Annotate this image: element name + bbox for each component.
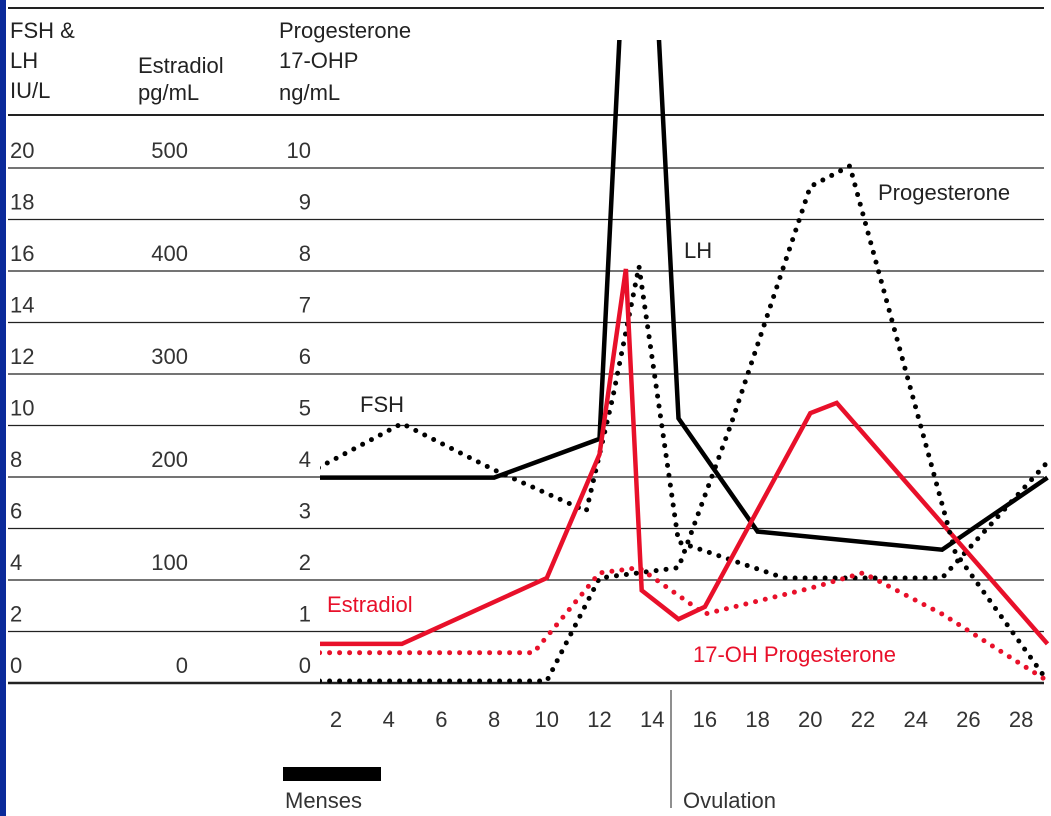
- header-progesterone-line-2: 17-OHP: [279, 48, 358, 73]
- header-progesterone: Progesterone 17-OHP ng/mL: [279, 18, 411, 105]
- series-lines: [320, 40, 1050, 684]
- y-tick-progesterone: 8: [299, 241, 311, 266]
- series-lh-line: [320, 40, 1049, 553]
- y-tick-fsh-lh: 8: [10, 447, 22, 472]
- y-tick-fsh-lh: 16: [10, 241, 34, 266]
- y-tick-fsh-lh: 12: [10, 344, 34, 369]
- x-tick: 6: [435, 707, 447, 732]
- y-tick-labels: 0 0 02 14 100 26 38 200 410 512 300 614 716 400 818 920…: [10, 138, 311, 678]
- y-tick-fsh-lh: 6: [10, 499, 22, 524]
- x-tick: 20: [798, 707, 822, 732]
- series-17-oh-progesterone-line: [320, 565, 1050, 684]
- x-tick: 4: [383, 707, 395, 732]
- y-tick-progesterone: 7: [299, 293, 311, 318]
- y-tick-estradiol: 500: [151, 138, 188, 163]
- x-tick: 10: [535, 707, 559, 732]
- x-tick: 14: [640, 707, 664, 732]
- progesterone-label: Progesterone: [878, 180, 1010, 205]
- x-tick: 16: [693, 707, 717, 732]
- x-tick: 18: [745, 707, 769, 732]
- estradiol-label: Estradiol: [327, 592, 413, 617]
- header-estradiol-line-1: Estradiol: [138, 53, 224, 78]
- y-tick-fsh-lh: 2: [10, 602, 22, 627]
- series-fsh-line: [320, 265, 1050, 581]
- left-frame-border: [0, 0, 6, 816]
- y-tick-progesterone: 3: [299, 499, 311, 524]
- x-tick: 28: [1009, 707, 1033, 732]
- y-tick-estradiol: 200: [151, 447, 188, 472]
- y-tick-progesterone: 6: [299, 344, 311, 369]
- x-tick: 12: [587, 707, 611, 732]
- y-tick-progesterone: 1: [299, 602, 311, 627]
- y-tick-fsh-lh: 20: [10, 138, 34, 163]
- header-progesterone-line-3: ng/mL: [279, 80, 340, 105]
- y-tick-progesterone: 5: [299, 396, 311, 421]
- header-progesterone-line-1: Progesterone: [279, 18, 411, 43]
- y-tick-progesterone: 0: [299, 653, 311, 678]
- y-tick-progesterone: 2: [299, 550, 311, 575]
- x-tick: 22: [851, 707, 875, 732]
- header-fsh-lh-line-1: FSH &: [10, 18, 75, 43]
- y-tick-fsh-lh: 4: [10, 550, 22, 575]
- menses-bar: [283, 767, 381, 781]
- series-estradiol-line: [320, 268, 1050, 647]
- x-tick: 26: [956, 707, 980, 732]
- x-tick: 2: [330, 707, 342, 732]
- y-tick-estradiol: 0: [176, 653, 188, 678]
- y-tick-fsh-lh: 14: [10, 293, 34, 318]
- header-fsh-lh-line-3: IU/L: [10, 78, 50, 103]
- fsh-label: FSH: [360, 392, 404, 417]
- y-tick-estradiol: 400: [151, 241, 188, 266]
- ohp-label: 17-OH Progesterone: [693, 642, 896, 667]
- lh-label: LH: [684, 238, 712, 263]
- series-progesterone-line: [320, 162, 1050, 684]
- y-tick-progesterone: 9: [299, 190, 311, 215]
- header-estradiol: Estradiol pg/mL: [138, 53, 224, 105]
- menses-label: Menses: [285, 788, 362, 813]
- header-fsh-lh: FSH & LH IU/L: [10, 18, 75, 103]
- gridlines: [8, 7, 1044, 685]
- y-tick-progesterone: 10: [287, 138, 311, 163]
- header-fsh-lh-line-2: LH: [10, 48, 38, 73]
- x-tick: 8: [488, 707, 500, 732]
- header-estradiol-line-2: pg/mL: [138, 80, 199, 105]
- ovulation-label: Ovulation: [683, 788, 776, 813]
- y-tick-fsh-lh: 10: [10, 396, 34, 421]
- y-tick-estradiol: 100: [151, 550, 188, 575]
- x-tick-labels: 2 4 6 8 10 12 14 16 18 20 22 24 26 28: [330, 707, 1033, 732]
- y-tick-progesterone: 4: [299, 447, 311, 472]
- y-tick-fsh-lh: 0: [10, 653, 22, 678]
- y-tick-estradiol: 300: [151, 344, 188, 369]
- x-tick: 24: [903, 707, 927, 732]
- y-tick-fsh-lh: 18: [10, 190, 34, 215]
